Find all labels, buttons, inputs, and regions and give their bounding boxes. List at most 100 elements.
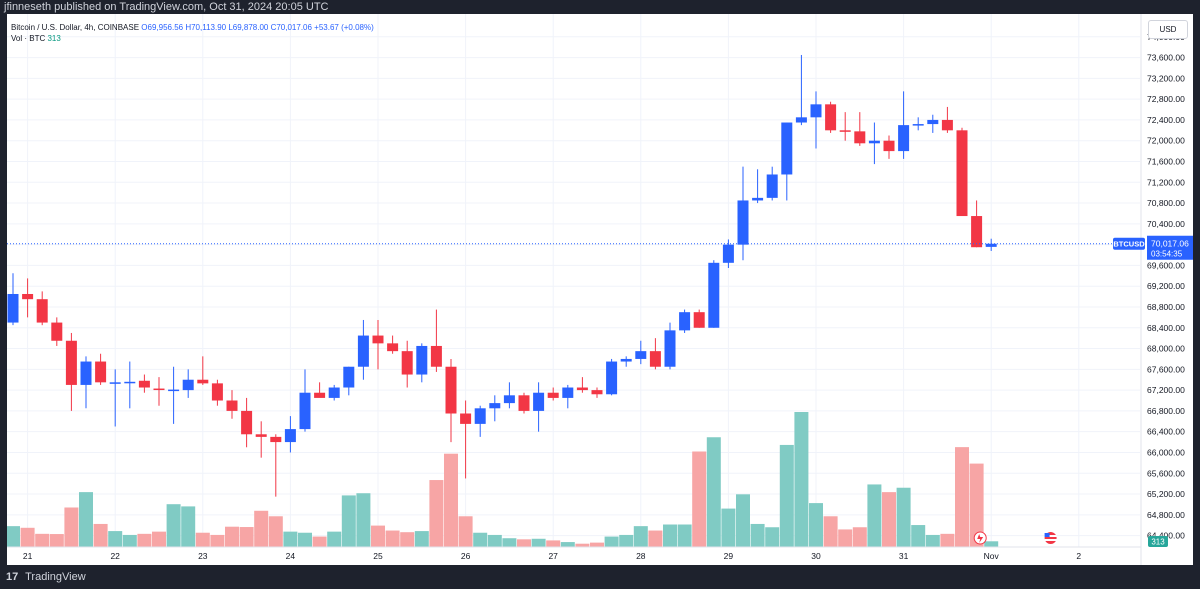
candle-body	[825, 104, 837, 131]
y-tick-label: 66,400.00	[1147, 427, 1185, 437]
volume-bar	[283, 531, 298, 547]
candle-body	[679, 312, 691, 331]
candle-body	[387, 343, 399, 352]
volume-bar	[911, 525, 926, 547]
symbol-badge	[1113, 237, 1145, 250]
candle-body	[7, 293, 19, 323]
candle-body	[503, 395, 515, 404]
volume-bar	[721, 508, 736, 547]
x-tick-label: 25	[373, 551, 383, 561]
chart-legend: Bitcoin / U.S. Dollar, 4h, COINBASE O69,…	[11, 22, 374, 44]
candle-body	[138, 380, 150, 388]
volume-bar	[648, 530, 663, 547]
x-tick-label: 22	[110, 551, 120, 561]
volume-bar	[195, 532, 210, 547]
volume-bar	[385, 530, 400, 547]
candle-body	[649, 351, 661, 367]
y-tick-label: 70,400.00	[1147, 219, 1185, 229]
volume-bar	[560, 542, 575, 547]
volume-bar	[940, 533, 955, 547]
candle-body	[124, 381, 136, 384]
volume-bar	[925, 534, 940, 547]
volume-bar	[93, 523, 108, 547]
volume-bar	[49, 534, 64, 547]
y-tick-label: 72,800.00	[1147, 94, 1185, 104]
candle-body	[854, 131, 866, 144]
volume-bar	[327, 531, 342, 547]
candle-body	[927, 119, 939, 125]
volume-bar	[517, 539, 531, 547]
candle-body	[299, 392, 311, 430]
y-tick-label: 69,600.00	[1147, 260, 1185, 270]
price-chart[interactable]: 64,400.00 64,800.00 65,200.00 65,600.00 66,0…	[7, 14, 1193, 565]
published-line: jfinneseth published on TradingView.com,…	[4, 1, 329, 13]
volume-bar	[429, 480, 444, 547]
last-price-value: 70,017.06	[1151, 239, 1189, 249]
volume-bar	[823, 516, 838, 547]
y-tick-label: 70,800.00	[1147, 198, 1185, 208]
volume-bar	[663, 524, 677, 547]
candle-body	[182, 379, 194, 391]
y-tick-label: 66,800.00	[1147, 406, 1185, 416]
volume-bar	[794, 412, 809, 547]
y-tick-label: 64,800.00	[1147, 510, 1185, 520]
candle-body	[518, 395, 530, 411]
volume-bar	[152, 531, 166, 547]
symbol-badge-label: BTCUSD	[1113, 240, 1145, 249]
y-tick-label: 67,600.00	[1147, 364, 1185, 374]
volume-bar	[692, 451, 707, 547]
candle-body	[328, 387, 340, 398]
candle-body	[65, 340, 77, 385]
publisher-bar: jfinneseth published on TradingView.com,…	[0, 0, 1200, 14]
candle-body	[445, 366, 457, 414]
legend-volume-value: 313	[47, 34, 61, 43]
legend-price-row: Bitcoin / U.S. Dollar, 4h, COINBASE O69,…	[11, 22, 374, 33]
volume-bar	[137, 533, 152, 547]
volume-bar	[225, 526, 239, 547]
volume-bar	[254, 510, 269, 547]
candle-body	[401, 351, 413, 375]
candle-body	[197, 379, 209, 384]
volume-bar	[473, 532, 488, 547]
volume-bar	[64, 507, 79, 547]
currency-button[interactable]: USD	[1148, 20, 1188, 39]
volume-bar	[35, 533, 50, 547]
y-tick-label: 68,400.00	[1147, 323, 1185, 333]
candle-body	[722, 244, 734, 263]
legend-volume-label: Vol · BTC	[11, 34, 46, 43]
x-tick-label: 26	[461, 551, 471, 561]
y-tick-label: 71,600.00	[1147, 156, 1185, 166]
candle-body	[357, 335, 369, 367]
candle-body	[693, 312, 705, 328]
candle-body	[606, 361, 618, 395]
last-price-countdown: 03:54:35	[1151, 250, 1183, 259]
volume-value-label: 313	[1151, 538, 1165, 547]
volume-bar	[736, 494, 750, 547]
candle-body	[912, 124, 924, 126]
chart-panel[interactable]: Bitcoin / U.S. Dollar, 4h, COINBASE O69,…	[7, 14, 1193, 565]
legend-ohlc: O69,956.56 H70,113.90 L69,878.00 C70,017…	[141, 23, 374, 32]
volume-bar	[809, 503, 823, 547]
volume-bar	[79, 492, 93, 547]
candle-body	[109, 382, 121, 384]
y-tick-label: 65,600.00	[1147, 468, 1185, 478]
candle-body	[343, 366, 355, 388]
candle-body	[51, 322, 63, 341]
candle-body	[664, 330, 676, 367]
volume-bar	[356, 493, 371, 547]
candle-body	[95, 361, 107, 383]
candle-body	[839, 130, 851, 132]
x-tick-label: 29	[724, 551, 734, 561]
volume-bar	[414, 531, 429, 547]
volume-bar	[298, 532, 312, 547]
volume-bar	[867, 484, 882, 547]
tradingview-logo-icon: 17	[6, 571, 19, 583]
volume-bar	[765, 527, 780, 547]
volume-bar	[487, 534, 502, 547]
volume-bar	[969, 463, 984, 547]
candle-body	[898, 125, 910, 152]
candle-body	[562, 387, 574, 398]
candle-body	[737, 200, 749, 245]
volume-bar	[706, 437, 721, 547]
candle-body	[752, 197, 764, 201]
